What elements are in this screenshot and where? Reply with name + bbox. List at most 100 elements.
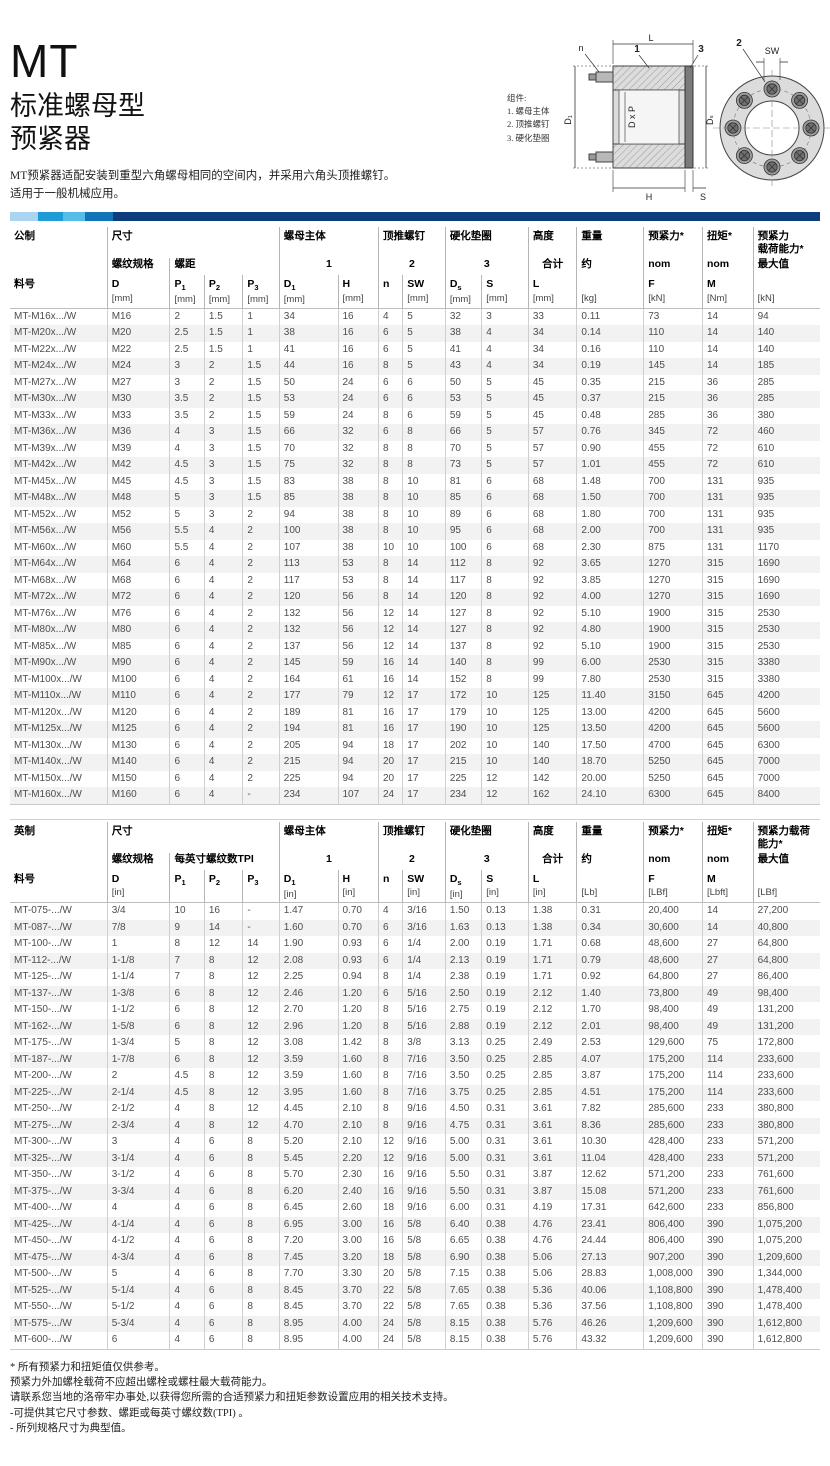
value-cell: 0.31 [481, 1101, 529, 1118]
value-cell: 1.38 [527, 919, 577, 937]
value-cell: 4 [377, 308, 403, 326]
value-cell: 1-5/8 [106, 1018, 170, 1036]
value-cell: 5600 [752, 704, 820, 722]
value-cell: 5-1/4 [106, 1282, 170, 1300]
value-cell: 0.38 [481, 1266, 529, 1283]
product-description: MT预紧器适配安装到重型六角螺母相同的空间内，并采用六角头顶推螺钉。 适用于一般… [10, 168, 510, 204]
value-cell: 41 [444, 341, 482, 359]
column-header: 预紧力* [643, 821, 703, 853]
value-cell: 14 [701, 902, 754, 920]
component-item: 2. 顶推螺钉 [507, 119, 550, 130]
value-cell: 17 [402, 787, 446, 805]
value-cell: 1.40 [576, 985, 644, 1003]
value-cell: M33 [106, 407, 170, 425]
value-cell: 285 [752, 391, 820, 408]
value-cell: 0.19 [481, 985, 529, 1003]
value-cell: M20 [106, 325, 170, 342]
value-cell: 428,400 [643, 1150, 703, 1168]
value-cell: 27.13 [576, 1249, 644, 1267]
value-cell: 120 [444, 589, 482, 606]
value-cell: 0.38 [481, 1332, 529, 1350]
table-row: MT-600-.../W 6 4 6 8 8.95 4.00 24 5/8 8.15 0.38 5.7… [10, 1332, 820, 1350]
value-cell: 8 [377, 506, 403, 524]
value-cell: 131 [701, 539, 754, 557]
column-header: P1 [169, 870, 205, 904]
value-cell: 0.90 [576, 440, 644, 458]
value-cell: 2.85 [527, 1051, 577, 1069]
value-cell: 215 [643, 391, 703, 408]
value-cell: 34 [527, 341, 577, 359]
value-cell: 1.01 [576, 457, 644, 474]
value-cell: 1,478,400 [752, 1299, 820, 1316]
value-cell: 12 [242, 1101, 280, 1118]
column-header: H [in] [337, 870, 379, 904]
value-cell: 14 [402, 655, 446, 672]
value-cell: 3 [203, 506, 243, 524]
value-cell: 6 [169, 1018, 205, 1036]
value-cell: 117 [278, 572, 338, 590]
value-cell: 0.19 [481, 1002, 529, 1019]
table-row: MT-325-.../W 3-1/4 4 6 8 5.45 2.20 12 9/16 5.00 0.… [10, 1150, 820, 1168]
value-cell: 86,400 [752, 969, 820, 986]
value-cell: M140 [106, 754, 170, 771]
table-row: MT-475-.../W 4-3/4 4 6 8 7.45 3.20 18 5/8 6.90 0.3… [10, 1249, 820, 1267]
column-header: 硬化垫圈 [444, 821, 529, 853]
value-cell: 935 [752, 523, 820, 540]
value-cell: 233,600 [752, 1051, 820, 1069]
value-cell: 4 [481, 325, 529, 342]
value-cell: 0.37 [576, 391, 644, 408]
value-cell: 32 [337, 440, 379, 458]
value-cell: 6 [481, 506, 529, 524]
value-cell: 8 [481, 572, 529, 590]
value-cell: 64,800 [752, 936, 820, 953]
table-row: MT-112-.../W 1-1/8 7 8 12 2.08 0.93 6 1/4 2.13 0.1… [10, 952, 820, 970]
value-cell: 8.45 [278, 1299, 338, 1316]
value-cell: 4 [203, 655, 243, 672]
value-cell: 4 [169, 1167, 205, 1184]
table-row: MT-M52x.../W M52 5 3 2 94 38 8 10 89 6 68 1.80 700 131… [10, 506, 820, 524]
value-cell: 36 [701, 391, 754, 408]
value-cell: 4 [203, 721, 243, 738]
part-number-cell: MT-M22x.../W [14, 343, 77, 355]
value-cell: 9/16 [402, 1134, 446, 1151]
value-cell: 390 [701, 1266, 754, 1283]
column-header: [kN] [752, 275, 820, 309]
value-cell: 2 [242, 556, 280, 573]
value-cell: 6 [203, 1299, 243, 1316]
value-cell: 2 [106, 1068, 170, 1085]
part-number-cell: MT-M68x.../W [14, 574, 77, 586]
value-cell: 43.32 [576, 1332, 644, 1350]
value-cell: 4 [203, 770, 243, 788]
value-cell: 3.50 [444, 1068, 482, 1085]
value-cell: 7000 [752, 770, 820, 788]
value-cell: 233 [701, 1200, 754, 1217]
value-cell: 38 [278, 325, 338, 342]
column-header: 1 [278, 258, 379, 276]
value-cell: 53 [278, 391, 338, 408]
dim-label-L: L [648, 33, 653, 43]
part-number-cell: MT-200-.../W [14, 1070, 72, 1082]
value-cell: 3.08 [278, 1035, 338, 1052]
value-cell: 0.25 [481, 1051, 529, 1069]
value-cell: 0.93 [337, 952, 379, 970]
value-cell: 2 [242, 655, 280, 672]
value-cell: 0.19 [481, 952, 529, 970]
value-cell: 13.50 [576, 721, 644, 738]
value-cell: 12 [242, 969, 280, 986]
value-cell: 14 [701, 308, 754, 326]
table-row: MT-M125x.../W M125 6 4 2 194 81 16 17 190 10 125 13.… [10, 721, 820, 738]
value-cell: 8 [203, 985, 243, 1003]
value-cell: 7.82 [576, 1101, 644, 1118]
value-cell: 4 [169, 1200, 205, 1217]
value-cell: 9/16 [402, 1183, 446, 1201]
value-cell: 38 [337, 539, 379, 557]
value-cell: 8 [242, 1134, 280, 1151]
value-cell: 0.35 [576, 374, 644, 392]
value-cell: 34 [527, 358, 577, 375]
value-cell: 7.70 [278, 1266, 338, 1283]
value-cell: 8 [242, 1200, 280, 1217]
value-cell: 24 [377, 787, 403, 805]
value-cell: 34 [527, 325, 577, 342]
value-cell: 4 [203, 589, 243, 606]
jack-screw-bolts [724, 80, 820, 176]
